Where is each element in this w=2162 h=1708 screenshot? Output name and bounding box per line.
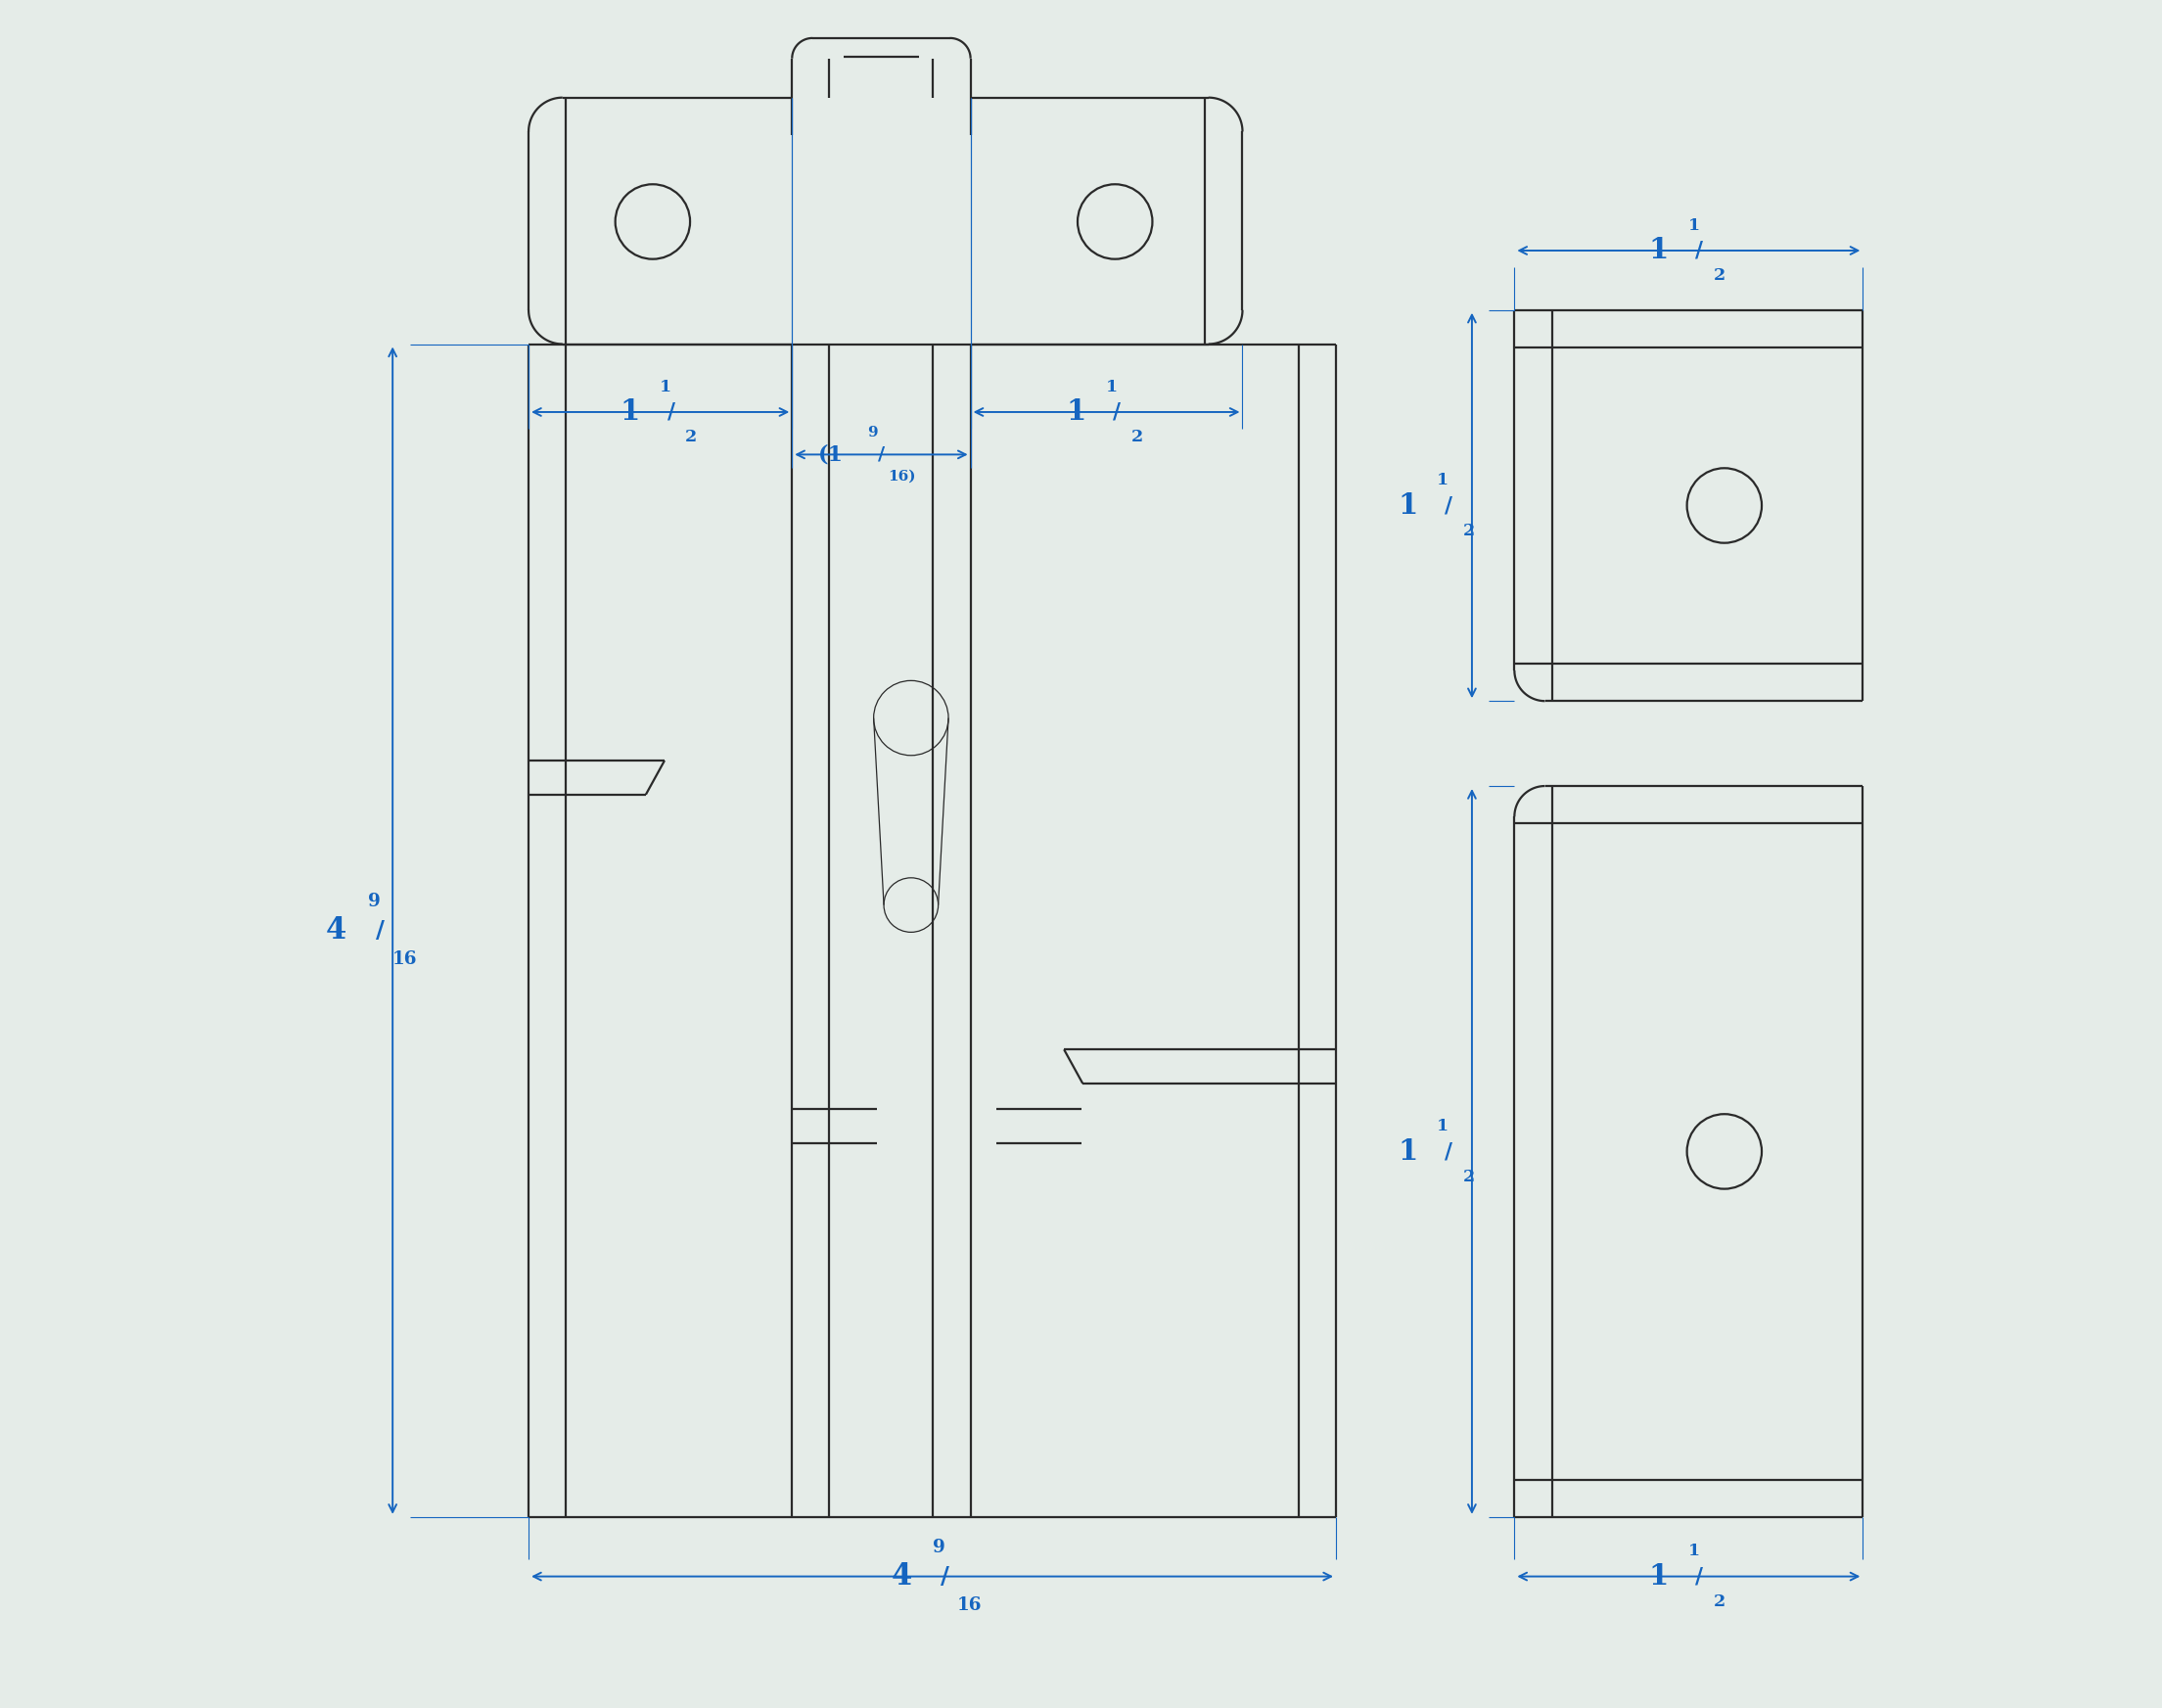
Text: 1: 1 bbox=[620, 398, 640, 427]
Text: 1: 1 bbox=[1397, 492, 1418, 519]
Text: 2: 2 bbox=[1462, 1168, 1474, 1185]
Text: 1: 1 bbox=[1066, 398, 1085, 427]
Text: 2: 2 bbox=[1462, 523, 1474, 540]
Text: 1: 1 bbox=[1438, 471, 1449, 488]
Text: 4: 4 bbox=[891, 1561, 912, 1592]
Text: /: / bbox=[1695, 239, 1704, 261]
Text: 9: 9 bbox=[368, 893, 381, 910]
Text: 1: 1 bbox=[1397, 1138, 1418, 1165]
Text: 16: 16 bbox=[958, 1597, 982, 1614]
Text: 1: 1 bbox=[1105, 379, 1118, 395]
Text: /: / bbox=[1444, 1141, 1453, 1161]
Text: /: / bbox=[940, 1565, 949, 1588]
Text: /: / bbox=[1113, 401, 1122, 424]
Text: /: / bbox=[668, 401, 675, 424]
Text: 1: 1 bbox=[1647, 236, 1669, 265]
Text: 2: 2 bbox=[1712, 268, 1725, 284]
Text: 4: 4 bbox=[326, 915, 346, 946]
Text: 1: 1 bbox=[1647, 1563, 1669, 1590]
Text: 2: 2 bbox=[685, 429, 696, 446]
Text: /: / bbox=[1695, 1566, 1704, 1587]
Text: 2: 2 bbox=[1712, 1594, 1725, 1611]
Text: /: / bbox=[376, 919, 385, 943]
Text: 16: 16 bbox=[391, 951, 417, 968]
Text: /: / bbox=[1444, 495, 1453, 516]
Text: /: / bbox=[878, 446, 884, 463]
Text: (1: (1 bbox=[819, 444, 843, 465]
Text: 1: 1 bbox=[659, 379, 672, 395]
Text: 9: 9 bbox=[867, 425, 878, 439]
Text: 1: 1 bbox=[1689, 1542, 1699, 1559]
Text: 1: 1 bbox=[1689, 217, 1699, 234]
Text: 16): 16) bbox=[889, 470, 917, 483]
Text: 1: 1 bbox=[1438, 1117, 1449, 1134]
Text: 2: 2 bbox=[1131, 429, 1144, 446]
Text: 9: 9 bbox=[932, 1539, 945, 1556]
